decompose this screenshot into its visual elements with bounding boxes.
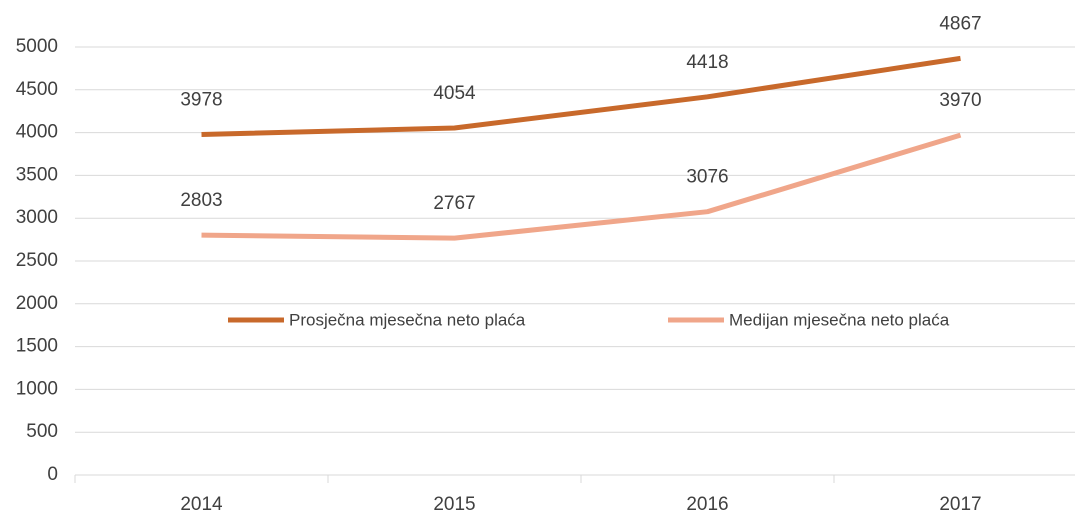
data-label: 2767 xyxy=(433,193,475,214)
y-tick-label: 3500 xyxy=(16,164,58,185)
line-series xyxy=(201,132,962,241)
y-tick-label: 5000 xyxy=(16,36,58,57)
data-label: 4867 xyxy=(939,13,981,34)
y-tick-label: 500 xyxy=(26,421,58,442)
y-tick-label: 0 xyxy=(47,464,58,485)
y-tick-label: 1500 xyxy=(16,336,58,357)
x-tick-label: 2014 xyxy=(180,494,223,515)
data-label: 3970 xyxy=(939,90,981,111)
data-label: 4054 xyxy=(433,83,476,104)
y-tick-label: 4500 xyxy=(16,79,58,100)
y-tick-label: 2000 xyxy=(16,293,58,314)
line-series xyxy=(201,55,961,137)
data-label: 4418 xyxy=(686,52,728,73)
y-tick-label: 4000 xyxy=(16,122,58,143)
data-label: 3978 xyxy=(180,89,222,110)
y-tick-label: 3000 xyxy=(16,207,58,228)
data-label: 2803 xyxy=(180,190,222,211)
y-tick-label: 1000 xyxy=(16,378,58,399)
legend-label: Medijan mjesečna neto plaća xyxy=(729,310,950,329)
x-tick-label: 2017 xyxy=(939,494,981,515)
x-tick-label: 2016 xyxy=(686,494,728,515)
x-tick-label: 2015 xyxy=(433,494,475,515)
legend-label: Prosječna mjesečna neto plaća xyxy=(289,310,526,329)
y-tick-label: 2500 xyxy=(16,250,58,271)
data-label: 3076 xyxy=(686,167,728,188)
